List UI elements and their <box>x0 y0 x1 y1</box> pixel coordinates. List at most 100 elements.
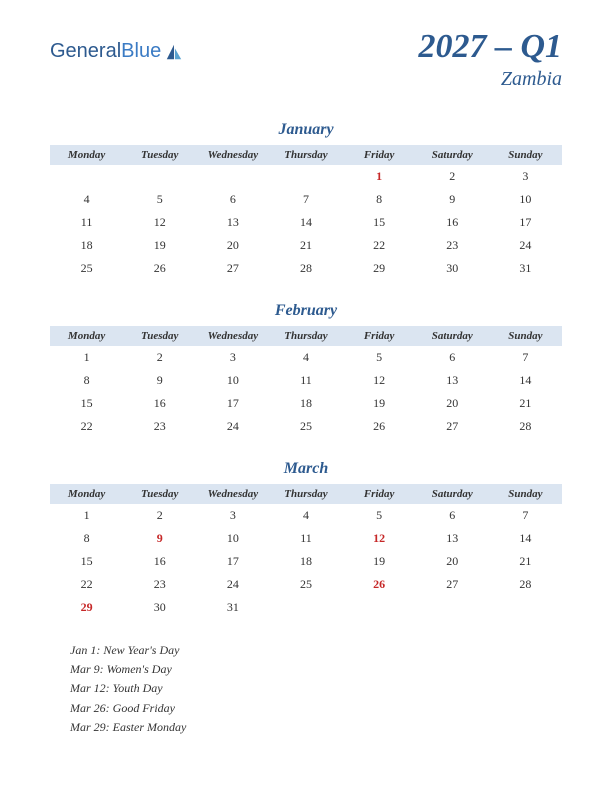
months-container: January MondayTuesdayWednesdayThursdayFri… <box>50 121 562 619</box>
calendar-cell: 20 <box>416 550 489 573</box>
calendar-table: MondayTuesdayWednesdayThursdayFridaySatu… <box>50 145 562 280</box>
calendar-cell: 12 <box>123 211 196 234</box>
day-header: Sunday <box>489 326 562 346</box>
subtitle: Zambia <box>418 68 562 91</box>
calendar-cell: 11 <box>50 211 123 234</box>
calendar-cell: 8 <box>50 369 123 392</box>
calendar-cell: 17 <box>196 550 269 573</box>
day-header: Monday <box>50 484 123 504</box>
day-header: Saturday <box>416 484 489 504</box>
calendar-cell: 28 <box>489 415 562 438</box>
calendar-cell <box>269 165 342 188</box>
calendar-cell: 13 <box>416 527 489 550</box>
calendar-cell: 22 <box>50 415 123 438</box>
logo-part2: Blue <box>121 40 161 62</box>
calendar-cell: 13 <box>416 369 489 392</box>
calendar-cell: 29 <box>343 257 416 280</box>
calendar-cell: 8 <box>343 188 416 211</box>
calendar-cell <box>196 165 269 188</box>
logo-text: GeneralBlue <box>50 40 161 63</box>
calendar-cell: 2 <box>416 165 489 188</box>
calendar-cell: 27 <box>416 573 489 596</box>
calendar-cell: 14 <box>269 211 342 234</box>
calendar-cell: 23 <box>123 573 196 596</box>
calendar-cell: 21 <box>269 234 342 257</box>
calendar-cell: 23 <box>123 415 196 438</box>
calendar-cell: 26 <box>343 415 416 438</box>
day-header: Wednesday <box>196 145 269 165</box>
calendar-cell: 1 <box>50 504 123 527</box>
calendar-cell <box>343 596 416 619</box>
calendar-row: 1234567 <box>50 504 562 527</box>
calendar-table: MondayTuesdayWednesdayThursdayFridaySatu… <box>50 326 562 438</box>
calendar-row: 15161718192021 <box>50 550 562 573</box>
main-title: 2027 – Q1 <box>418 28 562 66</box>
calendar-cell: 29 <box>50 596 123 619</box>
brand-logo: GeneralBlue <box>50 28 183 63</box>
calendar-cell: 14 <box>489 527 562 550</box>
calendar-cell: 25 <box>269 573 342 596</box>
calendar-cell: 24 <box>196 415 269 438</box>
calendar-cell: 7 <box>489 346 562 369</box>
logo-sail-icon <box>165 43 183 61</box>
calendar-cell: 6 <box>416 504 489 527</box>
calendar-cell <box>269 596 342 619</box>
calendar-cell: 22 <box>50 573 123 596</box>
calendar-cell: 20 <box>416 392 489 415</box>
day-header: Wednesday <box>196 326 269 346</box>
calendar-cell: 9 <box>123 527 196 550</box>
calendar-cell: 24 <box>489 234 562 257</box>
calendar-cell: 20 <box>196 234 269 257</box>
calendar-cell: 15 <box>50 392 123 415</box>
calendar-row: 891011121314 <box>50 527 562 550</box>
header: GeneralBlue 2027 – Q1 Zambia <box>50 28 562 91</box>
calendar-cell: 8 <box>50 527 123 550</box>
calendar-cell <box>489 596 562 619</box>
calendar-cell: 27 <box>416 415 489 438</box>
calendar-cell: 10 <box>196 527 269 550</box>
calendar-row: 18192021222324 <box>50 234 562 257</box>
calendar-cell: 1 <box>343 165 416 188</box>
calendar-row: 45678910 <box>50 188 562 211</box>
calendar-cell: 25 <box>269 415 342 438</box>
calendar-cell: 11 <box>269 369 342 392</box>
calendar-cell: 24 <box>196 573 269 596</box>
day-header: Friday <box>343 145 416 165</box>
calendar-cell: 10 <box>196 369 269 392</box>
calendar-cell: 19 <box>343 392 416 415</box>
logo-part1: General <box>50 40 121 62</box>
calendar-row: 891011121314 <box>50 369 562 392</box>
day-header: Sunday <box>489 145 562 165</box>
day-header: Tuesday <box>123 326 196 346</box>
calendar-cell: 4 <box>269 504 342 527</box>
calendar-cell: 21 <box>489 392 562 415</box>
calendar-cell: 26 <box>123 257 196 280</box>
calendar-cell: 28 <box>489 573 562 596</box>
calendar-cell: 4 <box>269 346 342 369</box>
calendar-cell: 25 <box>50 257 123 280</box>
day-header: Tuesday <box>123 145 196 165</box>
calendar-cell: 21 <box>489 550 562 573</box>
holiday-note: Mar 29: Easter Monday <box>70 718 562 737</box>
day-header: Friday <box>343 326 416 346</box>
calendar-cell: 2 <box>123 504 196 527</box>
calendar-cell: 3 <box>489 165 562 188</box>
day-header: Saturday <box>416 145 489 165</box>
calendar-cell: 11 <box>269 527 342 550</box>
calendar-cell: 7 <box>489 504 562 527</box>
calendar-cell: 10 <box>489 188 562 211</box>
calendar-cell: 19 <box>343 550 416 573</box>
calendar-cell: 7 <box>269 188 342 211</box>
calendar-cell: 6 <box>196 188 269 211</box>
month-name: February <box>50 302 562 320</box>
month-name: January <box>50 121 562 139</box>
calendar-cell: 18 <box>50 234 123 257</box>
calendar-cell <box>123 165 196 188</box>
calendar-row: 22232425262728 <box>50 573 562 596</box>
calendar-cell: 12 <box>343 527 416 550</box>
calendar-cell: 17 <box>489 211 562 234</box>
calendar-cell: 5 <box>343 504 416 527</box>
day-header: Saturday <box>416 326 489 346</box>
day-header: Monday <box>50 326 123 346</box>
calendar-row: 15161718192021 <box>50 392 562 415</box>
